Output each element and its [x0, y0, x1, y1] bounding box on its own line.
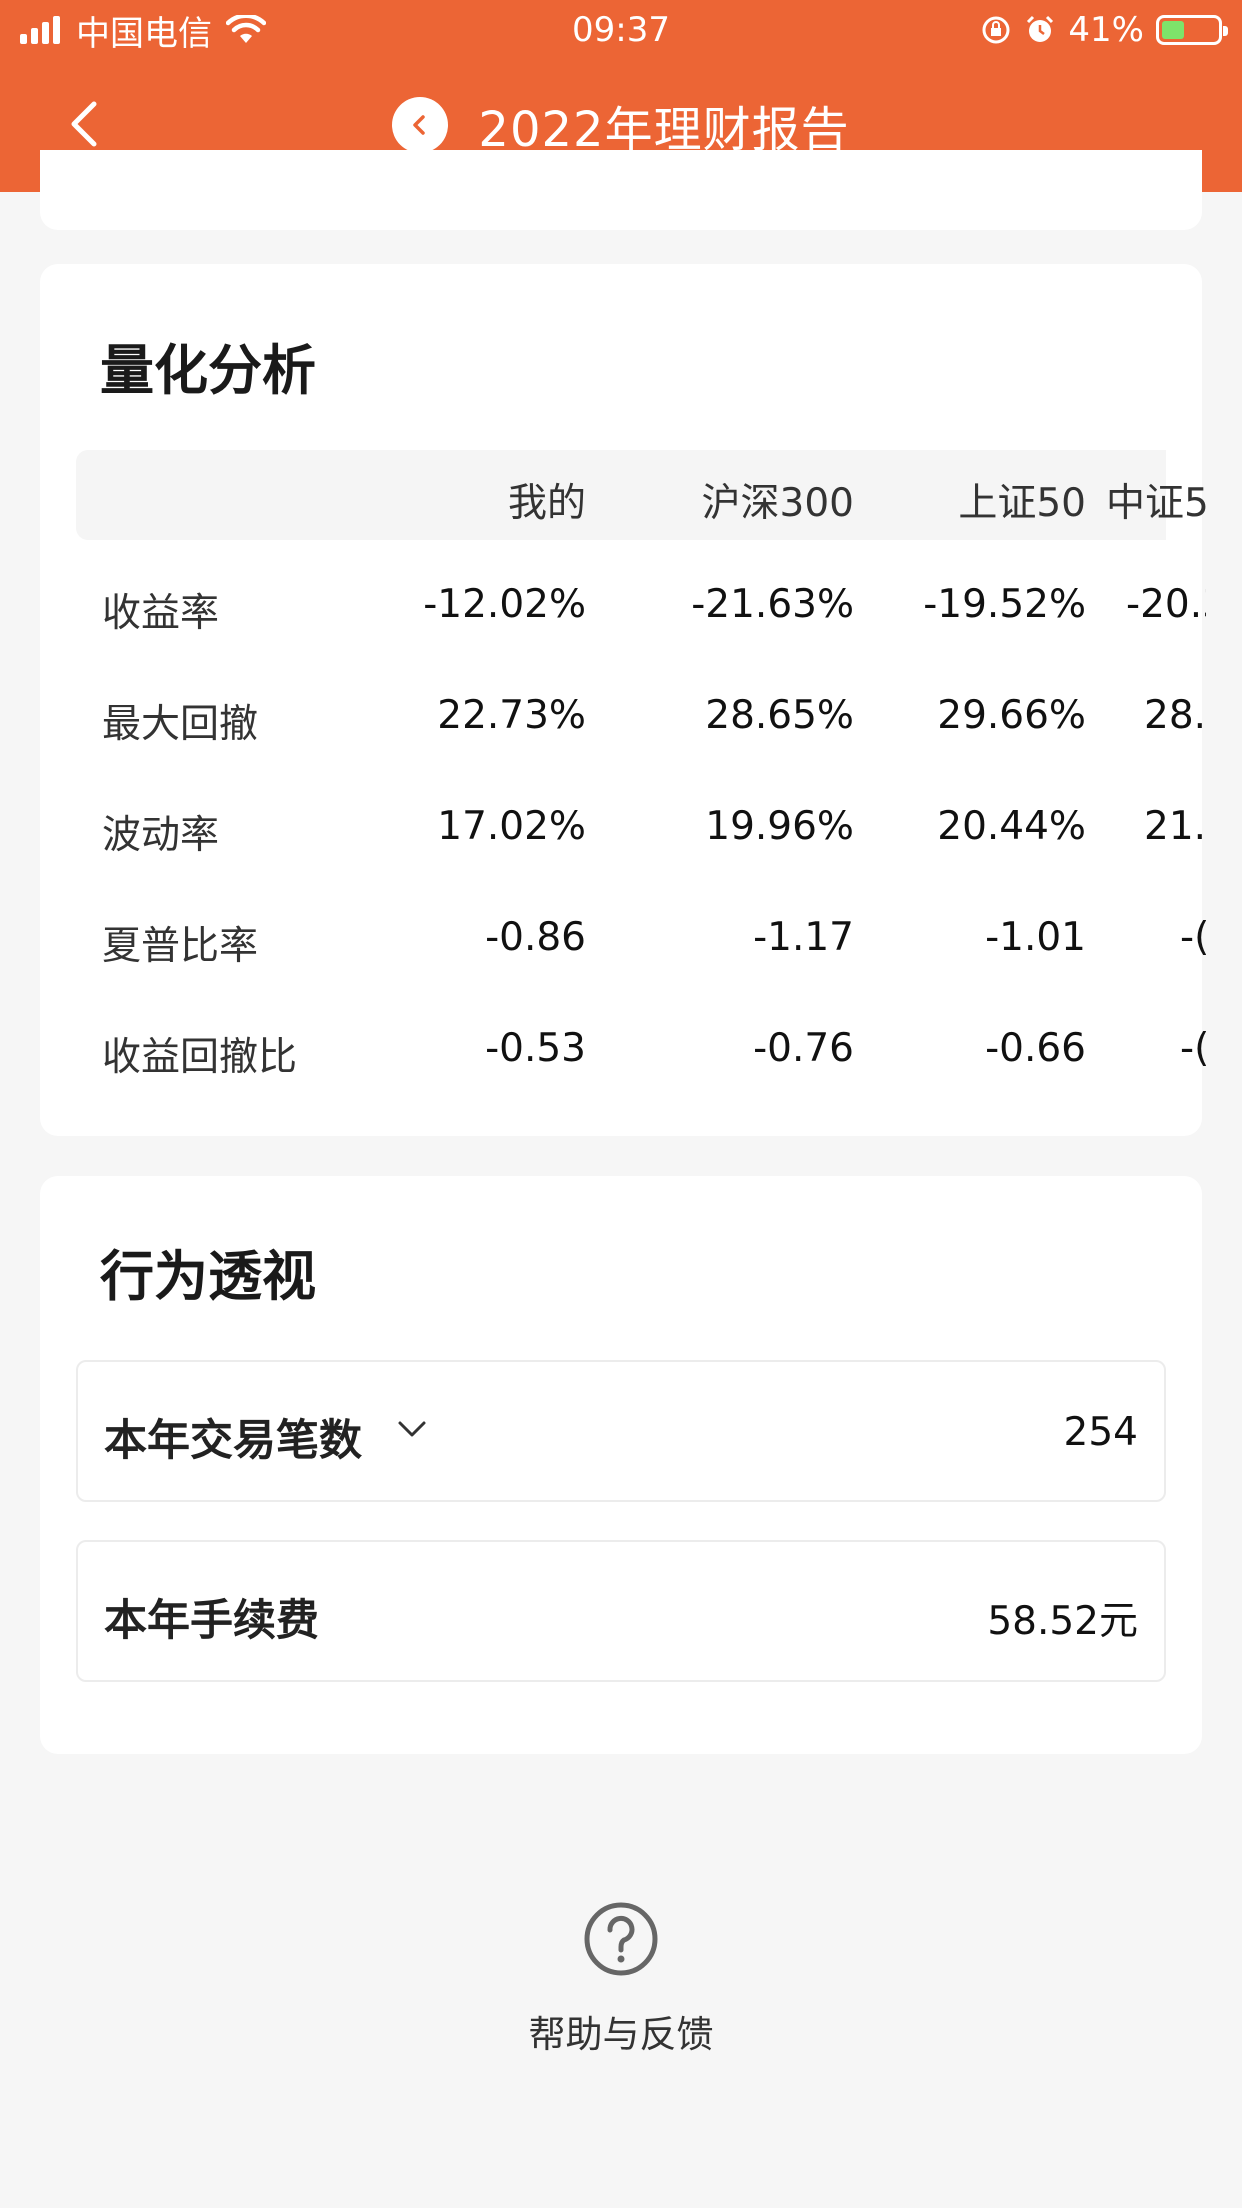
column-header-zz500: 中证5 — [1106, 481, 1206, 526]
title-back-circle-button[interactable] — [392, 97, 449, 153]
fees-value: 58.52元 — [987, 1599, 1138, 1644]
quant-analysis-card: 量化分析 我的 沪深300 上证50 中证5 收益率 -12.02% -21.6… — [40, 264, 1206, 1136]
row-label-sharpe: 夏普比率 — [102, 924, 259, 969]
table-cell: 19.96% — [705, 804, 854, 849]
status-left: 中国电信 — [20, 10, 266, 54]
column-header-sz50: 上证50 — [958, 481, 1086, 526]
table-cell: 29.66% — [937, 693, 1086, 738]
battery-icon — [1156, 15, 1228, 45]
table-cell: -20.3 — [1126, 582, 1206, 627]
status-time: 09:37 — [572, 10, 670, 50]
battery-percent: 41% — [1068, 10, 1144, 50]
table-cell: -( — [1180, 1026, 1206, 1071]
status-right: 41% — [980, 10, 1228, 50]
trade-count-row[interactable]: 本年交易笔数 254 — [76, 1360, 1166, 1502]
quant-table-header — [76, 450, 1166, 540]
row-label-return-drawdown: 收益回撤比 — [102, 1035, 298, 1080]
column-header-hs300: 沪深300 — [701, 481, 854, 526]
quant-table[interactable]: 我的 沪深300 上证50 中证5 收益率 -12.02% -21.63% -1… — [76, 450, 1206, 1090]
table-cell: 21.4 — [1144, 804, 1206, 849]
table-cell: 28.65% — [705, 693, 854, 738]
table-cell: 28.8 — [1144, 693, 1206, 738]
title-wrap: 2022年理财报告 — [0, 90, 1242, 160]
wifi-icon — [226, 15, 266, 43]
table-cell: -0.53 — [485, 1026, 586, 1071]
table-cell: -12.02% — [423, 582, 586, 627]
trade-count-label: 本年交易笔数 — [104, 1416, 362, 1466]
back-button[interactable] — [56, 94, 116, 154]
table-cell: -( — [1180, 915, 1206, 960]
table-cell: -0.66 — [985, 1026, 1086, 1071]
fees-label: 本年手续费 — [104, 1596, 319, 1646]
fees-row: 本年手续费 58.52元 — [76, 1540, 1166, 1682]
table-cell: -21.63% — [691, 582, 854, 627]
alarm-icon — [1027, 15, 1054, 42]
cellular-signal-icon — [20, 16, 64, 44]
table-cell: -19.52% — [923, 582, 1086, 627]
trade-count-value: 254 — [1063, 1410, 1138, 1455]
behavior-card: 行为透视 本年交易笔数 254 本年手续费 58.52元 — [40, 1176, 1202, 1754]
chevron-left-icon — [413, 115, 426, 135]
table-cell: -0.86 — [485, 915, 586, 960]
chevron-down-icon[interactable] — [396, 1418, 428, 1440]
rotation-lock-icon — [982, 16, 1010, 44]
table-cell: -1.17 — [753, 915, 854, 960]
nav-bar: 2022年理财报告 — [0, 62, 1242, 192]
table-cell: 22.73% — [437, 693, 586, 738]
page-title: 2022年理财报告 — [478, 102, 850, 158]
table-cell: 17.02% — [437, 804, 586, 849]
row-label-max-drawdown: 最大回撤 — [102, 702, 259, 747]
table-cell: -0.76 — [753, 1026, 854, 1071]
quant-title: 量化分析 — [100, 339, 316, 402]
question-circle-icon — [584, 1902, 658, 1976]
column-header-mine: 我的 — [507, 481, 586, 526]
row-label-return: 收益率 — [102, 591, 220, 636]
help-feedback-label: 帮助与反馈 — [528, 2013, 714, 2056]
carrier-name: 中国电信 — [76, 13, 212, 54]
table-cell: 20.44% — [937, 804, 1086, 849]
help-feedback-button[interactable]: 帮助与反馈 — [0, 1900, 1242, 2058]
status-bar: 中国电信 09:37 41% — [0, 0, 1242, 62]
table-cell: -1.01 — [985, 915, 1086, 960]
previous-card-bottom — [40, 150, 1202, 230]
behavior-title: 行为透视 — [100, 1245, 316, 1308]
row-label-volatility: 波动率 — [102, 813, 220, 858]
